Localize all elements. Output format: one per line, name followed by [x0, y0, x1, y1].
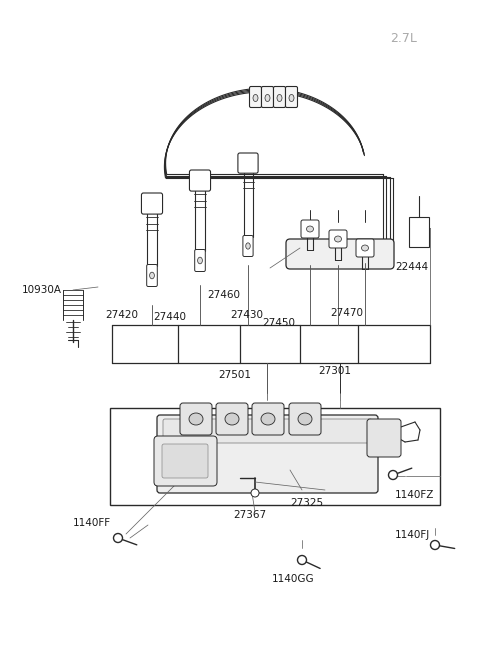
Ellipse shape	[298, 555, 307, 565]
FancyBboxPatch shape	[409, 217, 429, 247]
Text: 27420: 27420	[105, 310, 138, 320]
Ellipse shape	[361, 245, 369, 251]
FancyBboxPatch shape	[367, 419, 401, 457]
Ellipse shape	[277, 94, 282, 102]
Text: 27501: 27501	[218, 370, 251, 380]
Text: 27301: 27301	[318, 366, 351, 376]
Text: 27367: 27367	[233, 510, 266, 520]
Ellipse shape	[388, 470, 397, 479]
FancyBboxPatch shape	[252, 403, 284, 435]
FancyBboxPatch shape	[301, 220, 319, 238]
Text: 1140FZ: 1140FZ	[395, 490, 434, 500]
Text: 1140GG: 1140GG	[272, 574, 314, 584]
Ellipse shape	[189, 413, 203, 425]
FancyBboxPatch shape	[286, 86, 298, 107]
Text: 2.7L: 2.7L	[390, 32, 417, 45]
Text: 27450: 27450	[262, 318, 295, 328]
Ellipse shape	[225, 413, 239, 425]
FancyBboxPatch shape	[289, 403, 321, 435]
FancyBboxPatch shape	[250, 86, 262, 107]
Ellipse shape	[246, 243, 250, 249]
Ellipse shape	[198, 257, 203, 264]
Text: 27325: 27325	[290, 498, 323, 508]
FancyBboxPatch shape	[180, 403, 212, 435]
FancyBboxPatch shape	[147, 265, 157, 286]
Ellipse shape	[289, 94, 294, 102]
Ellipse shape	[307, 226, 313, 232]
Text: 1140FJ: 1140FJ	[395, 530, 430, 540]
Text: 27470: 27470	[330, 308, 363, 318]
Text: 27430: 27430	[230, 310, 263, 320]
Text: 27460: 27460	[207, 290, 240, 300]
Ellipse shape	[335, 236, 341, 242]
FancyBboxPatch shape	[216, 403, 248, 435]
Ellipse shape	[265, 94, 270, 102]
FancyBboxPatch shape	[262, 86, 274, 107]
FancyBboxPatch shape	[356, 239, 374, 257]
Ellipse shape	[253, 94, 258, 102]
Ellipse shape	[113, 534, 122, 542]
Ellipse shape	[298, 413, 312, 425]
FancyBboxPatch shape	[238, 153, 258, 173]
FancyBboxPatch shape	[195, 250, 205, 272]
Text: 22444: 22444	[395, 262, 428, 272]
FancyBboxPatch shape	[243, 236, 253, 257]
FancyBboxPatch shape	[286, 239, 394, 269]
Ellipse shape	[150, 272, 155, 279]
FancyBboxPatch shape	[157, 415, 378, 493]
Ellipse shape	[261, 413, 275, 425]
Text: 10930A: 10930A	[22, 285, 62, 295]
Text: 27440: 27440	[153, 312, 186, 322]
Bar	[110, 408, 440, 505]
FancyBboxPatch shape	[163, 419, 372, 443]
FancyBboxPatch shape	[329, 230, 347, 248]
Ellipse shape	[251, 489, 259, 497]
FancyBboxPatch shape	[190, 170, 211, 191]
FancyBboxPatch shape	[274, 86, 286, 107]
Text: 1140FF: 1140FF	[73, 518, 111, 528]
FancyBboxPatch shape	[142, 193, 163, 214]
FancyBboxPatch shape	[154, 436, 217, 486]
FancyBboxPatch shape	[162, 444, 208, 478]
Ellipse shape	[431, 540, 440, 550]
